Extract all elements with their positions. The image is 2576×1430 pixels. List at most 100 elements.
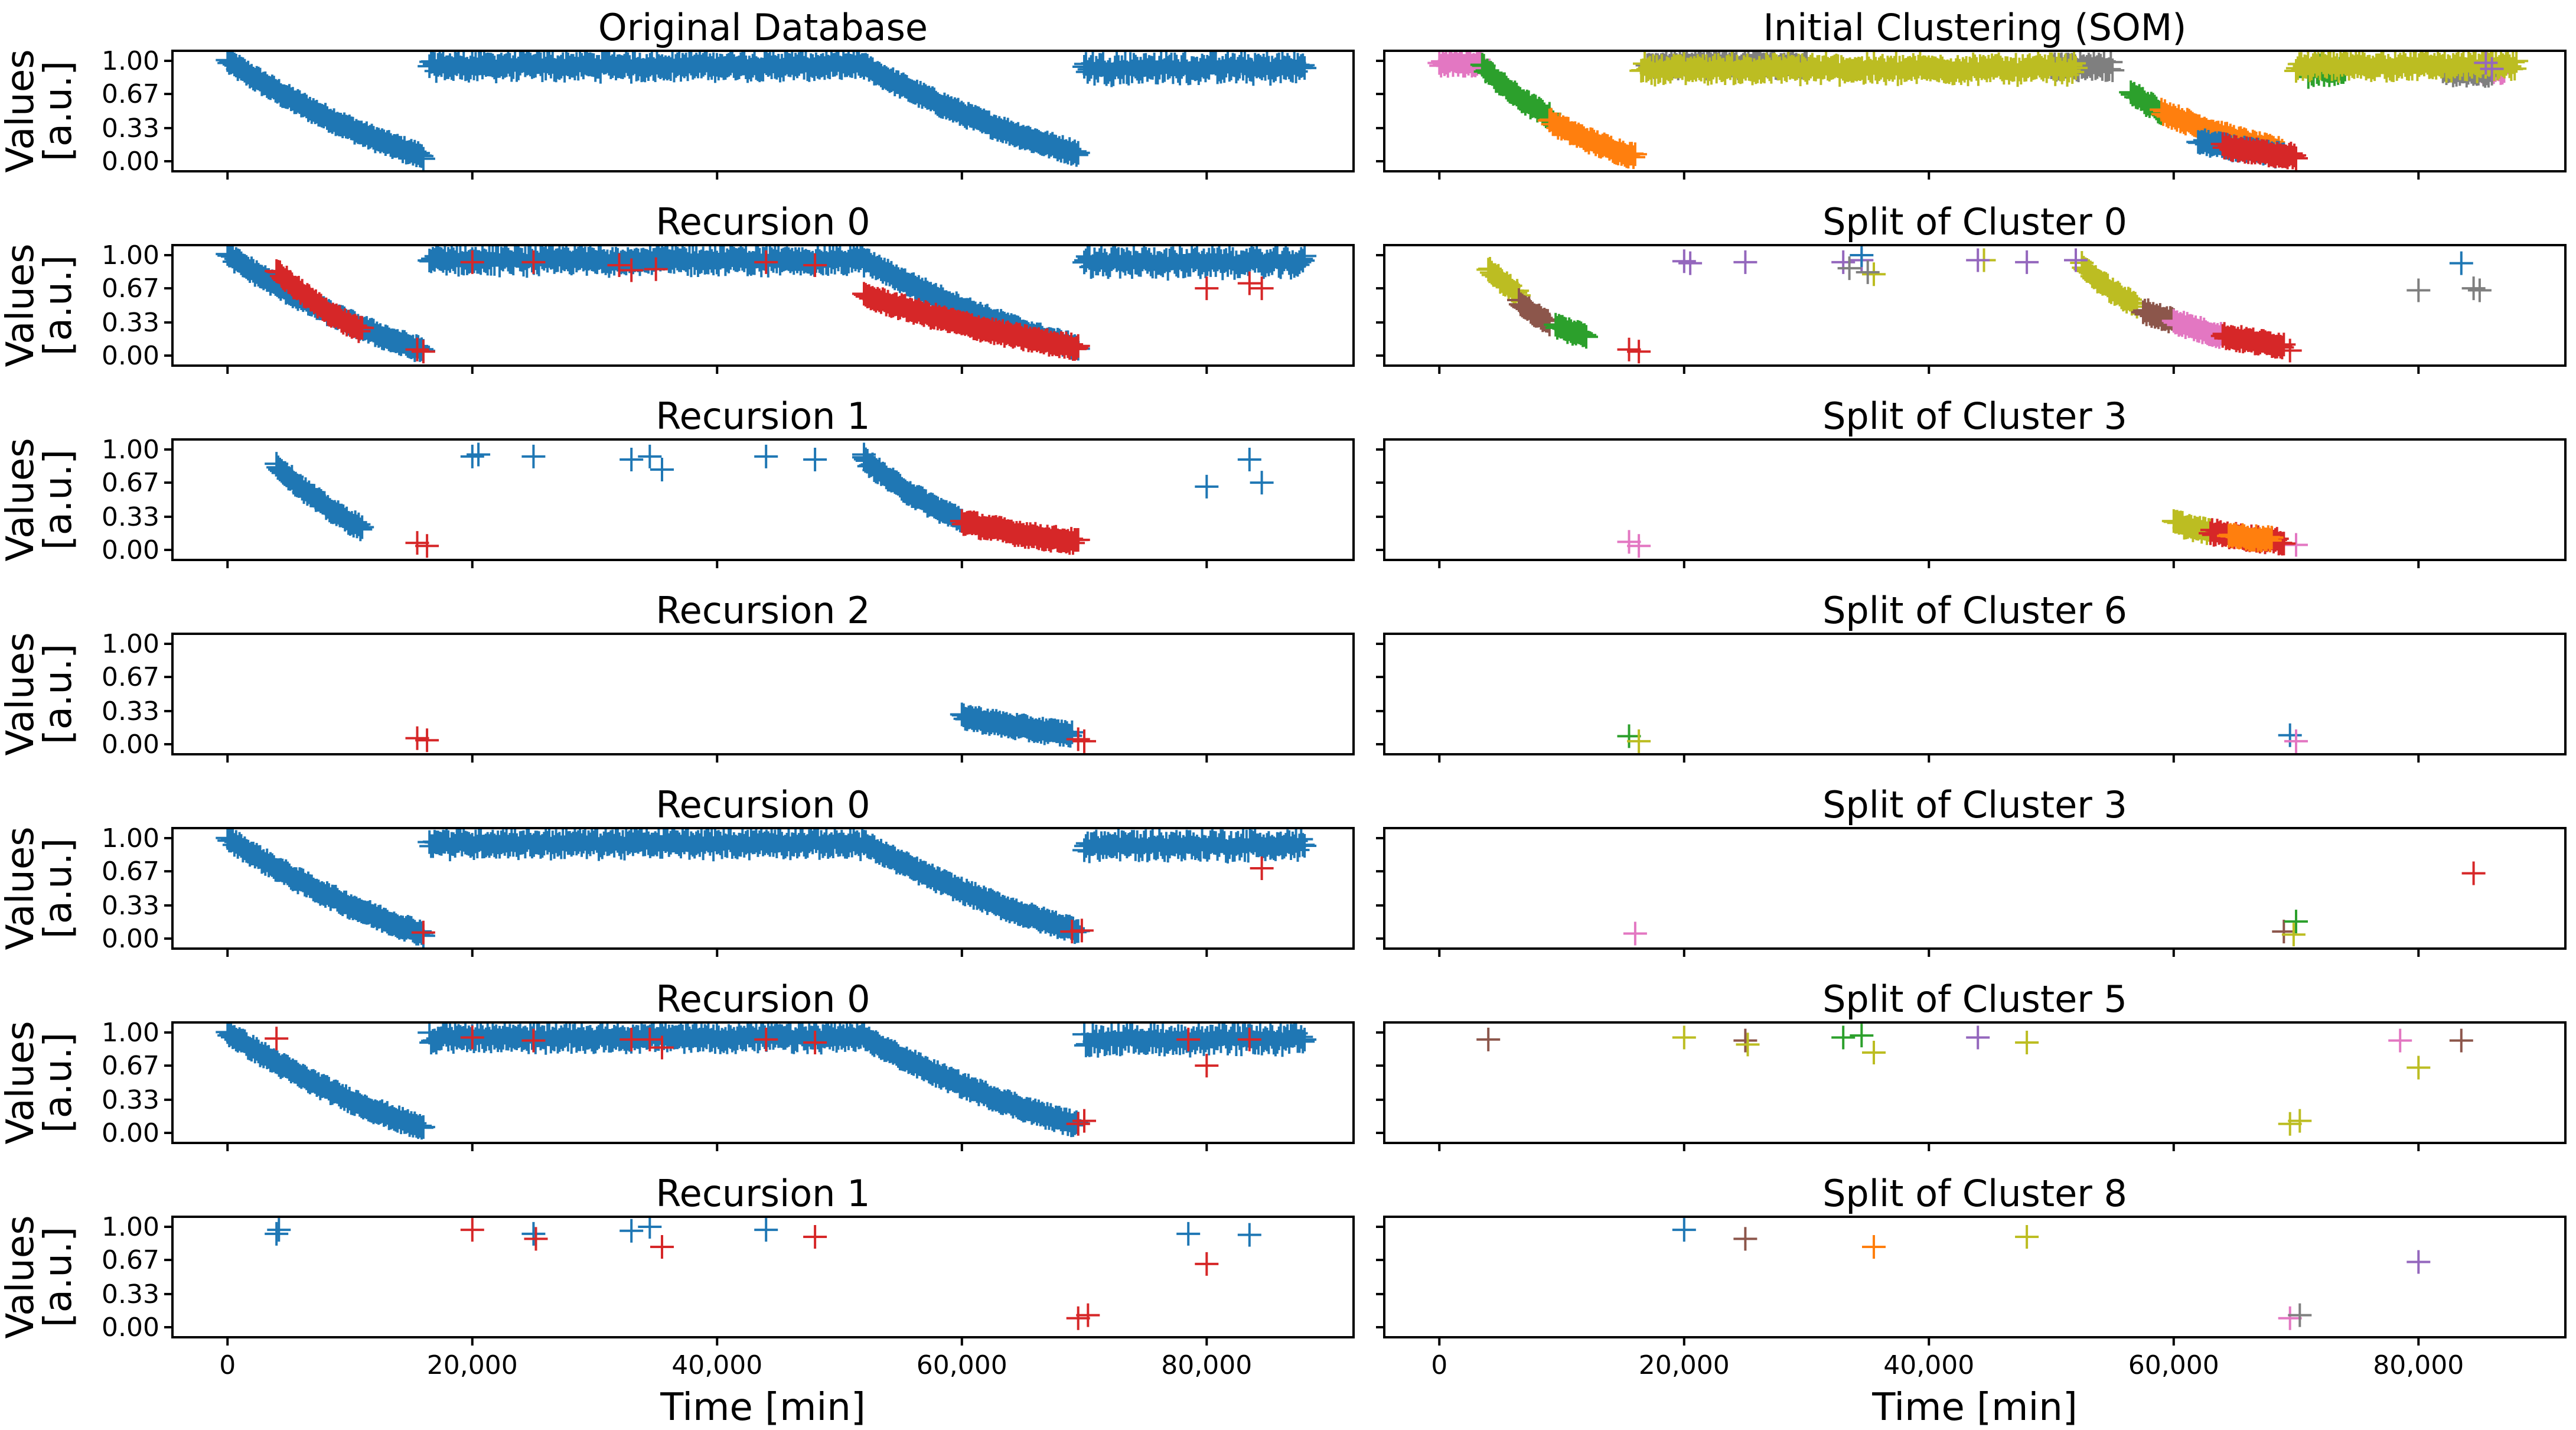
- x-tick-label: 40,000: [671, 1350, 762, 1380]
- series-sub-pink: [2388, 1028, 2412, 1053]
- panel-title: Initial Clustering (SOM): [1763, 6, 2187, 49]
- marker-set: [1476, 1027, 2473, 1053]
- panel-title: Recursion 0: [656, 978, 870, 1021]
- panel-title: Recursion 2: [656, 589, 870, 632]
- series-outlier: [411, 856, 1274, 944]
- y-tick-label: 0.00: [102, 924, 159, 954]
- panel-title: Split of Cluster 8: [1822, 1172, 2127, 1215]
- marker-set: [216, 51, 1317, 171]
- series-cluster-purple: [2474, 51, 2504, 81]
- marker-set: [2210, 322, 2296, 360]
- x-tick-label: 0: [219, 1350, 236, 1380]
- series-sub-orange: [2217, 523, 2284, 553]
- panel-title: Split of Cluster 3: [1822, 395, 2127, 438]
- series-cluster-orange: [1537, 97, 2296, 170]
- marker-set: [460, 1218, 1219, 1330]
- series-sub-brown: [1476, 1027, 2473, 1053]
- y-tick-label: 0.67: [102, 662, 159, 692]
- y-axis-label: Values[a.u.]: [0, 1215, 80, 1338]
- y-tick-label: 1.00: [102, 629, 159, 659]
- marker-set: [2288, 1303, 2312, 1327]
- y-tick-label: 1.00: [102, 435, 159, 465]
- series-sub-purple: [2407, 1250, 2431, 1274]
- marker-set: [1672, 248, 2088, 275]
- axes-frame: [171, 438, 1355, 561]
- panel-r6c0: Recursion 1 Values[a.u.] 0.000.33 0.671.00 0…: [0, 1172, 1355, 1429]
- x-tick-label: 80,000: [2373, 1350, 2464, 1380]
- series-sub-green: [1831, 1024, 1874, 1050]
- marker-set: [1966, 1025, 1990, 1050]
- x-tick-label: 0: [1431, 1350, 1447, 1380]
- axes-frame: [1383, 50, 2567, 172]
- panel-r0c0: Original Database Values[a.u.] 0.000.33 0.6…: [0, 6, 1355, 180]
- marker-set: [265, 442, 1274, 542]
- series-sub-gray: [2288, 1303, 2312, 1327]
- panel-title: Original Database: [598, 6, 928, 49]
- marker-set: [2278, 1306, 2302, 1330]
- marker-set: [1476, 248, 2149, 319]
- series-outlier: [405, 726, 1096, 753]
- marker-set: [2281, 923, 2306, 947]
- axes-frame: [1383, 1216, 2567, 1338]
- y-tick-label: 0.67: [102, 1051, 159, 1081]
- marker-set: [1623, 921, 1647, 946]
- plot-area: [1427, 51, 2529, 170]
- marker-set: [1672, 1218, 1696, 1242]
- marker-set: [1617, 724, 1641, 748]
- panel-r2c0: Recursion 1 Values[a.u.] 0.000.33 0.671.00: [0, 395, 1355, 568]
- y-tick-label: 0.67: [102, 468, 159, 498]
- marker-set: [2284, 910, 2308, 934]
- series-cluster-olive: [1629, 51, 2529, 87]
- axes-frame: [171, 1021, 1355, 1144]
- x-axis-label: Time [min]: [1871, 1386, 2078, 1429]
- panel-r3c1: Split of Cluster 6: [1376, 589, 2567, 763]
- y-tick-label: 1.00: [102, 1018, 159, 1048]
- marker-set: [1837, 256, 2492, 302]
- series-sub-pink: [2284, 729, 2308, 753]
- plot-area: [265, 442, 1274, 558]
- axes-frame: [1383, 1021, 2567, 1144]
- y-tick-label: 1.00: [102, 240, 159, 271]
- series-sub-olive: [1476, 248, 2149, 319]
- marker-set: [265, 250, 1274, 364]
- marker-set: [1537, 97, 2296, 170]
- series-sub-brown: [1507, 288, 2186, 337]
- y-axis-label: Values[a.u.]: [0, 632, 80, 755]
- marker-set: [2272, 920, 2296, 944]
- panel-r5c1: Split of Cluster 5: [1376, 978, 2567, 1151]
- axes-frame: [171, 50, 1355, 172]
- series-sub-olive: [1627, 729, 1651, 753]
- panel-title: Recursion 1: [656, 1172, 870, 1215]
- marker-set: [405, 726, 1096, 753]
- y-tick-label: 0.67: [102, 273, 159, 304]
- marker-set: [1627, 729, 1651, 753]
- series-sub-olive: [2015, 1225, 2039, 1249]
- panel-title: Recursion 1: [656, 395, 870, 438]
- series-sub-green: [2284, 910, 2308, 934]
- plot-area: [1476, 245, 2492, 364]
- marker-set: [1617, 530, 2308, 558]
- series-sub-green: [1617, 724, 1641, 748]
- marker-set: [216, 1022, 1317, 1140]
- marker-set: [1850, 245, 2473, 275]
- axes-frame: [171, 827, 1355, 950]
- y-axis-label: Values[a.u.]: [0, 438, 80, 561]
- panel-title: Recursion 0: [656, 200, 870, 243]
- marker-set: [405, 509, 1090, 558]
- marker-set: [2278, 723, 2302, 747]
- series-outlier: [460, 1218, 1219, 1330]
- y-tick-label: 0.33: [102, 1279, 159, 1310]
- panel-r2c1: Split of Cluster 3: [1376, 395, 2567, 568]
- plot-area: [405, 702, 1096, 753]
- series-sub-blue: [2278, 723, 2302, 747]
- panel-title: Split of Cluster 5: [1822, 978, 2127, 1021]
- plot-area: [1476, 1024, 2473, 1136]
- y-tick-label: 0.33: [102, 502, 159, 532]
- y-axis-label: Values[a.u.]: [0, 826, 80, 950]
- series-kept: [216, 828, 1317, 948]
- x-axis-label: Time [min]: [660, 1386, 866, 1429]
- marker-set: [2210, 132, 2308, 170]
- series-outlier: [265, 1025, 1261, 1136]
- axes-frame: [171, 244, 1355, 367]
- series-sub-pink: [2278, 1306, 2302, 1330]
